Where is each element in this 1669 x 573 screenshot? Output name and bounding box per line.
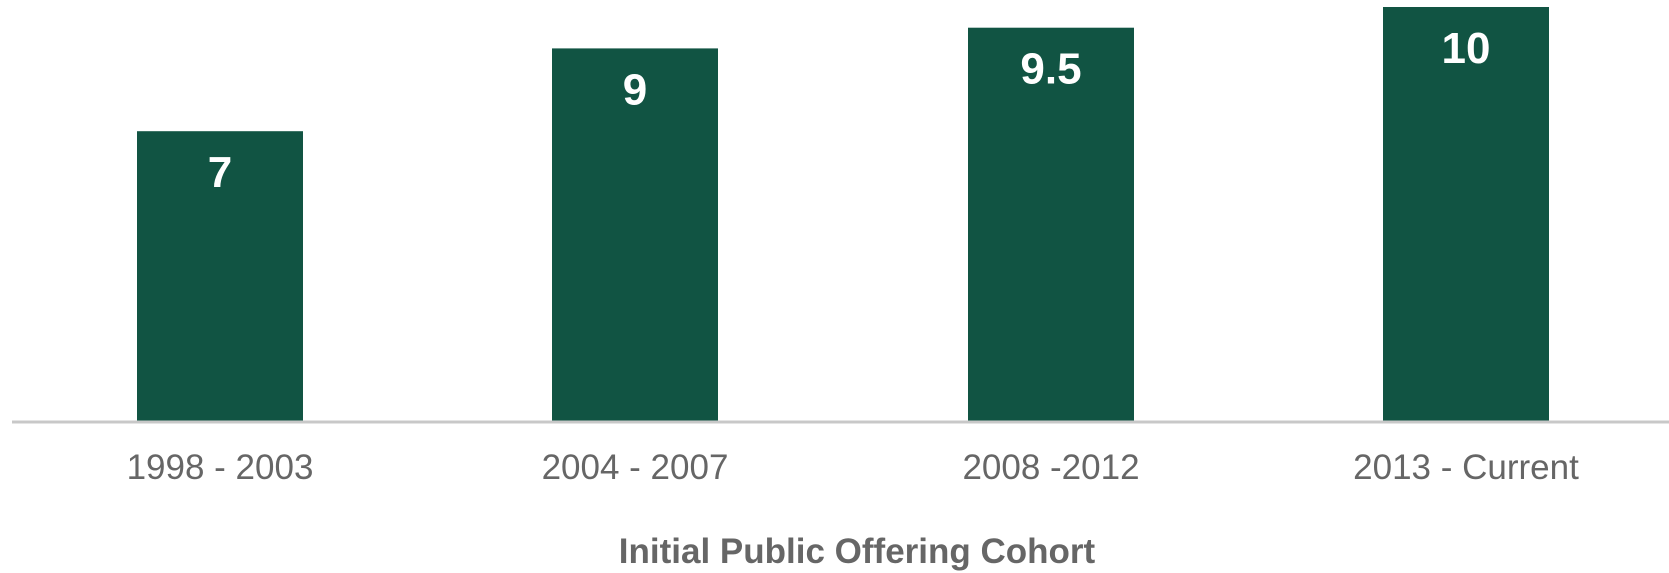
bar-value-label: 9.5 <box>1020 45 1081 94</box>
x-tick-label: 2004 - 2007 <box>542 448 729 487</box>
bar-value-label: 10 <box>1442 24 1491 73</box>
x-tick-label: 2008 -2012 <box>962 448 1139 487</box>
x-tick-label: 1998 - 2003 <box>127 448 314 487</box>
x-axis-title: Initial Public Offering Cohort <box>619 532 1096 571</box>
bar-value-label: 9 <box>623 65 647 114</box>
bar <box>1383 7 1549 421</box>
x-tick-label: 2013 - Current <box>1353 448 1579 487</box>
x-tick-labels: 1998 - 2003 2004 - 2007 2008 -2012 2013 - C… <box>127 448 1580 487</box>
bar-value-label: 7 <box>208 148 232 197</box>
bar-group: 7 9 9.5 10 <box>137 7 1549 422</box>
bar <box>552 48 718 422</box>
bar <box>968 27 1134 421</box>
bar <box>137 131 303 421</box>
